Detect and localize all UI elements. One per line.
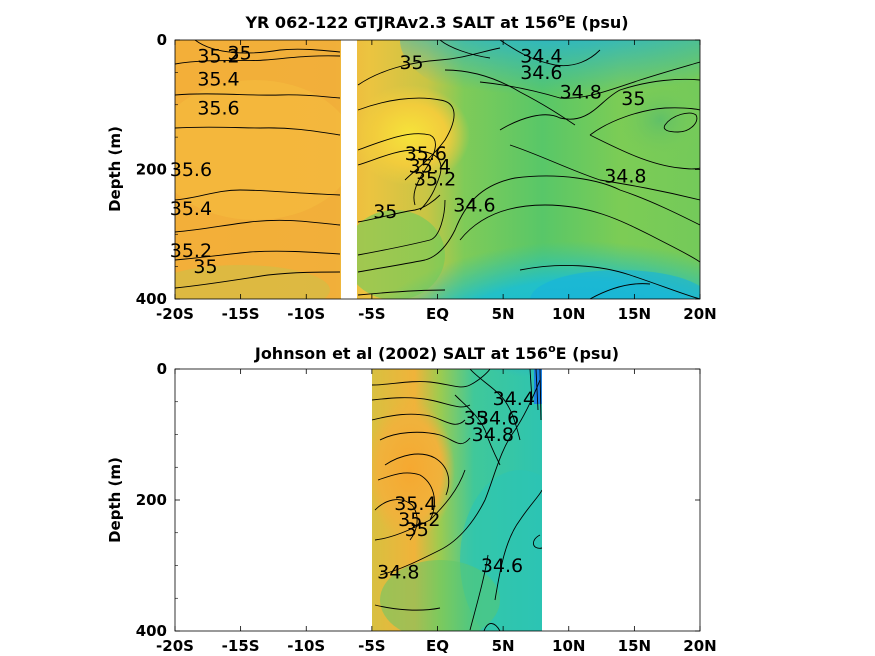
x-tick-label: 20N [683, 637, 716, 655]
panel-2: Johnson et al (2002) SALT at 156oE (psu) [106, 342, 717, 655]
y-tick-label: 0 [157, 31, 167, 49]
contour-label: 35 [621, 88, 645, 110]
contour-label: 35.2 [197, 46, 239, 68]
y-tick-label: 400 [136, 290, 167, 308]
contour-label: 35 [373, 201, 397, 223]
contour-label: 34.6 [477, 408, 519, 430]
panel-2-x-axis: -20S -15S -10S -5S EQ 5N 10N 15N 20N [156, 369, 717, 655]
contour-label: 34.8 [560, 81, 602, 103]
contour-label: 35.2 [414, 169, 456, 191]
x-tick-label: 15N [618, 305, 651, 323]
panel-1-contour-labels: 35.23535.435.635.635.435.2353535.635.435… [170, 42, 647, 278]
panel-2-ylabel: Depth (m) [106, 457, 124, 543]
contour-label: 34.4 [520, 46, 562, 68]
x-tick-label: 5N [492, 305, 515, 323]
contour-label: 34.6 [453, 195, 495, 217]
contour-label: 35.4 [409, 156, 451, 178]
panel-2-title: Johnson et al (2002) SALT at 156oE (psu) [254, 342, 619, 363]
x-tick-label: -5S [358, 637, 385, 655]
x-tick-label: EQ [426, 305, 449, 323]
contour-label: 34.8 [604, 165, 646, 187]
x-tick-label: -15S [222, 637, 260, 655]
contour-label: 35.4 [197, 68, 239, 90]
x-tick-label: 15N [618, 637, 651, 655]
contour-label: 34.8 [472, 424, 514, 446]
y-tick-label: 200 [136, 161, 167, 179]
contour-label: 35 [399, 52, 423, 74]
contour-label: 35 [405, 519, 429, 541]
x-tick-label: 20N [683, 305, 716, 323]
x-tick-label: 10N [552, 637, 585, 655]
panel-1-contours [175, 40, 700, 299]
contour-label: 35.2 [170, 240, 212, 262]
x-tick-label: -10S [287, 305, 325, 323]
x-tick-label: -10S [287, 637, 325, 655]
panel-1-missing-band [341, 40, 357, 299]
y-tick-label: 200 [136, 491, 167, 509]
contour-label: 35 [228, 42, 252, 64]
panel-1-x-axis: -20S -15S -10S -5S EQ 5N 10N 15N 20N [156, 40, 717, 323]
contour-label: 34.4 [493, 388, 535, 410]
panel-2-contours [372, 369, 542, 631]
panel-2-y-axis: 0 200 400 [136, 360, 700, 640]
y-tick-label: 400 [136, 622, 167, 640]
x-tick-label: 10N [552, 305, 585, 323]
contour-label: 35 [464, 408, 488, 430]
contour-label: 35.4 [394, 493, 436, 515]
x-tick-label: -15S [222, 305, 260, 323]
panel-1-ylabel: Depth (m) [106, 126, 124, 212]
contour-label: 35.6 [405, 143, 447, 165]
panel-1: YR 062-122 GTJRAv2.3 SALT at 156oE (psu) [106, 11, 717, 323]
contour-label: 34.6 [481, 555, 523, 577]
contour-label: 35.6 [170, 159, 212, 181]
contour-label: 35.4 [170, 198, 212, 220]
panel-1-y-axis: 0 200 400 [136, 31, 700, 308]
x-tick-label: -20S [156, 305, 194, 323]
x-tick-label: -5S [358, 305, 385, 323]
contour-label: 34.8 [377, 562, 419, 584]
contour-label: 35.2 [398, 509, 440, 531]
panel-1-title: YR 062-122 GTJRAv2.3 SALT at 156oE (psu) [244, 11, 628, 32]
x-tick-label: 5N [492, 637, 515, 655]
y-tick-label: 0 [157, 360, 167, 378]
x-tick-label: EQ [426, 637, 449, 655]
panel-1-field [175, 40, 700, 299]
contour-label: 35 [193, 256, 217, 278]
contour-label: 34.6 [520, 62, 562, 84]
x-tick-label: -20S [156, 637, 194, 655]
contour-label: 35.6 [197, 97, 239, 119]
